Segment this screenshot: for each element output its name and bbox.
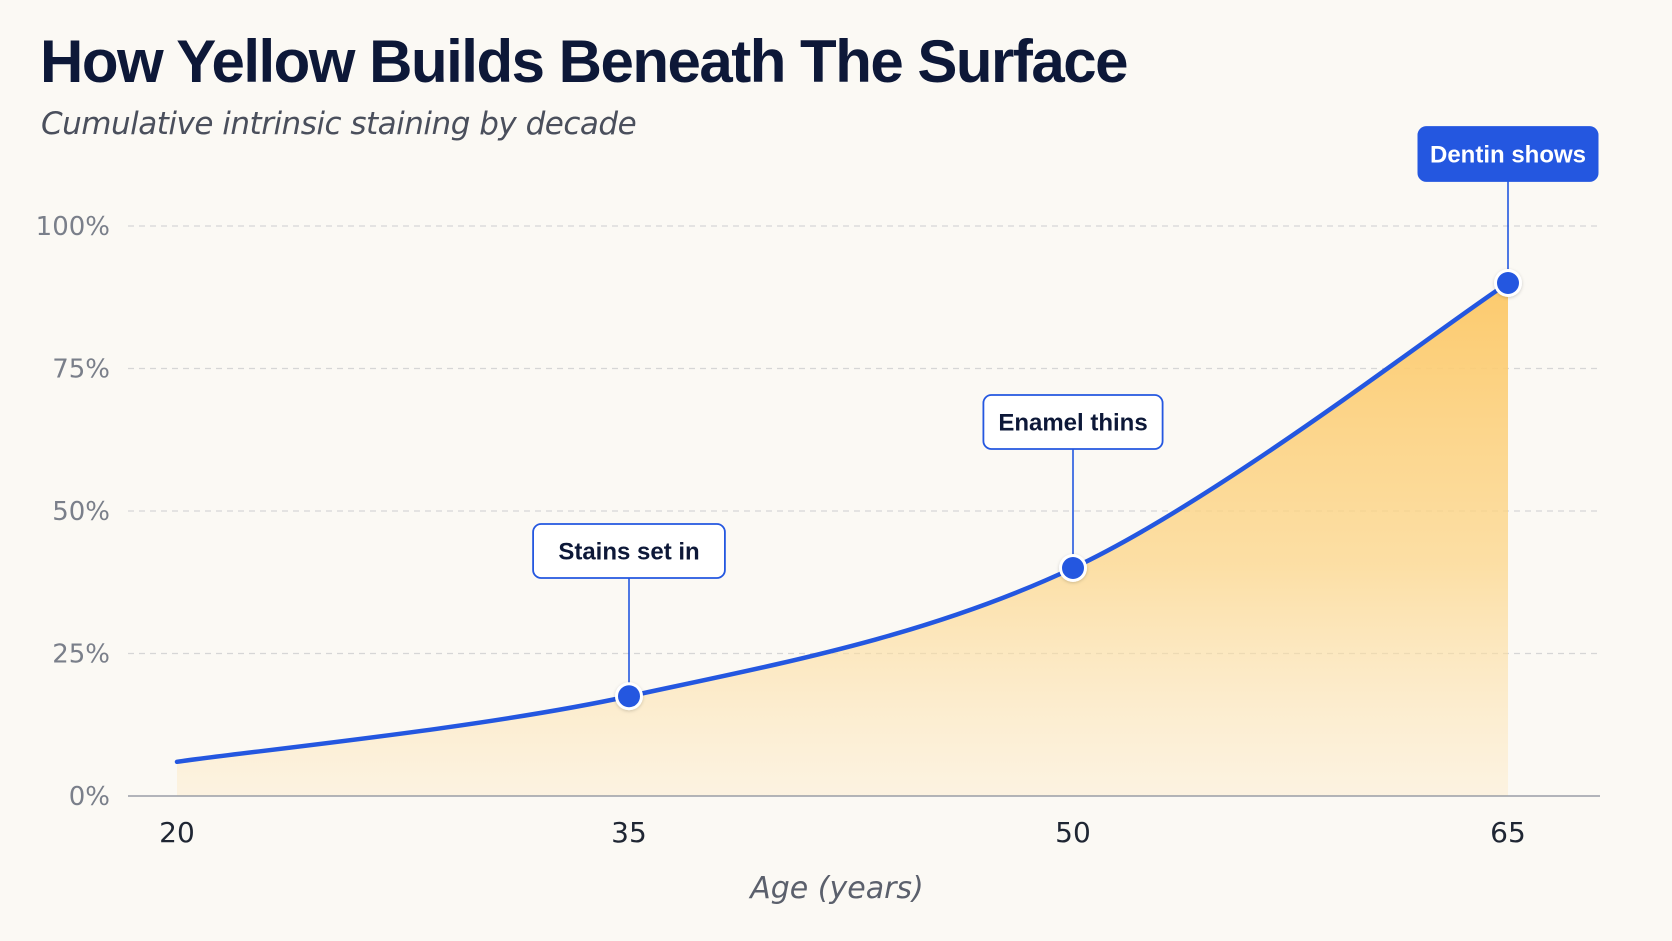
y-axis-ticks: 0% 25% 50% 75% 100% <box>36 212 110 812</box>
series-area-fill <box>177 283 1508 796</box>
y-tick-label: 75% <box>52 355 110 385</box>
y-tick-label: 25% <box>52 640 110 670</box>
x-tick-label: 35 <box>611 816 647 849</box>
annotation-box <box>982 394 1164 450</box>
x-axis-ticks: 20 35 50 65 <box>159 816 1526 849</box>
x-tick-label: 20 <box>159 816 195 849</box>
annotation-label: Stains set in <box>558 539 699 566</box>
chart-title: How Yellow Builds Beneath The Surface <box>40 28 1129 95</box>
series-line <box>174 280 1511 765</box>
data-points <box>615 269 1522 711</box>
data-point <box>1062 557 1084 579</box>
data-point <box>1497 272 1519 294</box>
data-point <box>618 685 640 708</box>
y-tick-label: 100% <box>36 212 110 242</box>
chart-subtitle: Cumulative intrinsic staining by decade <box>41 106 637 142</box>
y-tick-label: 50% <box>52 497 110 527</box>
x-tick-label: 50 <box>1055 816 1091 849</box>
annotation-label: Enamel thins <box>998 410 1147 437</box>
annotation-box <box>1417 126 1599 182</box>
x-tick-label: 65 <box>1490 816 1526 849</box>
annotation-box <box>532 523 726 579</box>
annotations: Stains set in Enamel thins Dentin shows <box>532 126 1599 685</box>
annotation-label: Dentin shows <box>1430 142 1586 169</box>
y-tick-label: 0% <box>69 782 110 812</box>
x-axis-label: Age (years) <box>748 871 924 906</box>
